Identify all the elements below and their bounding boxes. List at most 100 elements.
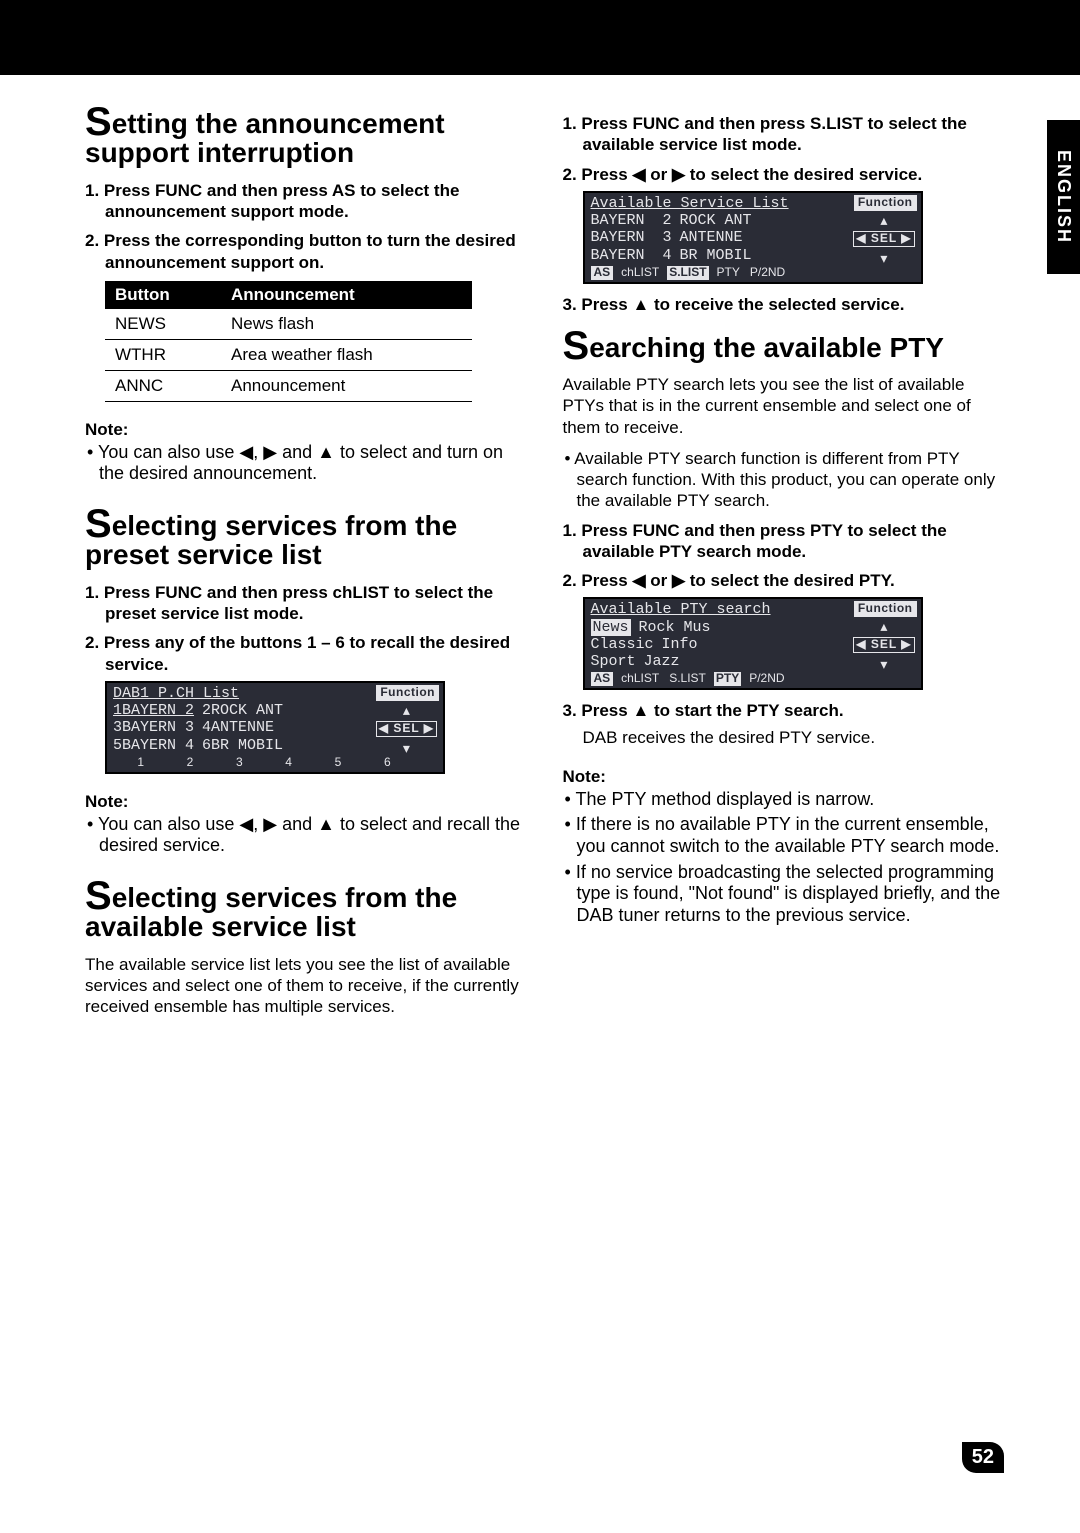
heading-rest: electing services from the available ser… — [85, 882, 457, 942]
lcd-cell: Jazz — [644, 653, 680, 670]
paragraph: The available service list lets you see … — [85, 954, 533, 1018]
lcd-token: S.LIST — [667, 266, 708, 280]
step-body: DAB receives the desired PTY service. — [563, 727, 1011, 748]
lcd-cell: BR MOBIL — [680, 247, 752, 264]
step-text: 2. Press any of the buttons 1 – 6 to rec… — [85, 632, 533, 675]
sel-label: ◀ SEL ▶ — [853, 231, 914, 247]
heading-announcement: Setting the announcement support interru… — [85, 109, 533, 168]
table-header: Announcement — [221, 281, 472, 309]
sel-label: ◀ SEL ▶ — [376, 721, 437, 737]
lcd-cell: 5BAYERN 4 — [113, 737, 194, 754]
down-icon: ▾ — [880, 251, 887, 265]
note-line: If there is no available PTY in the curr… — [577, 814, 1011, 857]
lcd-cell: 4ANTENNE — [202, 719, 274, 736]
lcd-cell: News — [591, 619, 631, 636]
lcd-pch-list: DAB1 P.CH List Function ▴ ◀ SEL ▶ ▾ 1BAY… — [105, 681, 445, 774]
heading-preset: Selecting services from the preset servi… — [85, 511, 533, 570]
heading-rest: earching the available PTY — [589, 332, 944, 363]
lcd-cell: Sport — [591, 653, 636, 670]
step-text: 1. Press FUNC and then press PTY to sele… — [563, 520, 1011, 563]
table-row: NEWS News flash — [105, 309, 472, 340]
lcd-token: P/2ND — [748, 266, 787, 280]
top-black-bar — [0, 0, 1080, 75]
lcd-bottom-bar: AS chLIST S.LIST PTY P/2ND — [591, 266, 917, 280]
lcd-title: Available Service List — [591, 195, 789, 212]
paragraph: Available PTY search lets you see the li… — [563, 374, 1011, 438]
lcd-cell: BAYERN 4 — [591, 247, 672, 264]
step-text: 2. Press ◀ or ▶ to select the desired PT… — [563, 570, 1011, 591]
lcd-side-controls: ▴ ◀ SEL ▶ ▾ — [853, 213, 914, 265]
table-cell: ANNC — [105, 370, 221, 401]
note-heading: Note: — [85, 420, 533, 440]
lcd-cell: ROCK ANT — [680, 212, 752, 229]
lcd-cell: 6BR MOBIL — [202, 737, 283, 754]
page-content: Setting the announcement support interru… — [0, 75, 1080, 1027]
table-cell: Area weather flash — [221, 339, 472, 370]
lcd-side-controls: ▴ ◀ SEL ▶ ▾ — [376, 703, 437, 755]
down-icon: ▾ — [880, 657, 887, 671]
down-icon: ▾ — [403, 741, 410, 755]
lcd-cell: 1BAYERN 2 — [113, 702, 194, 719]
note-heading: Note: — [85, 792, 533, 812]
heading-rest: electing services from the preset servic… — [85, 510, 457, 570]
step-text: 1. Press FUNC and then press chLIST to s… — [85, 582, 533, 625]
page-number: 52 — [962, 1442, 1004, 1473]
lcd-token: chLIST — [619, 266, 661, 280]
table-cell: Announcement — [221, 370, 472, 401]
lcd-side-controls: ▴ ◀ SEL ▶ ▾ — [853, 619, 914, 671]
lcd-bottom-bar: AS chLIST S.LIST PTY P/2ND — [591, 672, 917, 686]
step-text: 1. Press FUNC and then press S.LIST to s… — [563, 113, 1011, 156]
note-line: You can also use ◀, ▶ and ▲ to select an… — [99, 442, 533, 485]
table-header: Button — [105, 281, 221, 309]
table-cell: News flash — [221, 309, 472, 340]
lcd-token: S.LIST — [667, 672, 708, 686]
lcd-pty-search: Available PTY search Function ▴ ◀ SEL ▶ … — [583, 597, 923, 690]
lcd-token: 5 — [333, 756, 344, 770]
lcd-cell: Classic — [591, 636, 654, 653]
lcd-as-box: AS — [591, 672, 614, 686]
heading-pty: Searching the available PTY — [563, 333, 1011, 362]
note-heading: Note: — [563, 767, 1011, 787]
step-text: 3. Press ▲ to receive the selected servi… — [563, 294, 1011, 315]
sel-label: ◀ SEL ▶ — [853, 637, 914, 653]
right-column: 1. Press FUNC and then press S.LIST to s… — [563, 105, 1011, 1027]
announcement-table: Button Announcement NEWS News flash WTHR… — [105, 281, 472, 402]
lcd-cell: BAYERN 2 — [591, 212, 672, 229]
step-text: 1. Press FUNC and then press AS to selec… — [85, 180, 533, 223]
table-row: WTHR Area weather flash — [105, 339, 472, 370]
lcd-function-tag: Function — [376, 685, 439, 701]
up-icon: ▴ — [880, 619, 887, 633]
lcd-cell: Rock Mus — [639, 619, 711, 636]
table-row: ANNC Announcement — [105, 370, 472, 401]
lcd-cell: Info — [662, 636, 698, 653]
lcd-title: Available PTY search — [591, 601, 771, 618]
step-text: 3. Press ▲ to start the PTY search. — [563, 700, 1011, 721]
lcd-bottom-bar: 1 2 3 4 5 6 — [113, 756, 439, 770]
step-text: 2. Press the corresponding button to tur… — [85, 230, 533, 273]
lcd-token: 2 — [185, 756, 196, 770]
lcd-token: P/2ND — [747, 672, 786, 686]
lcd-function-tag: Function — [854, 195, 917, 211]
up-icon: ▴ — [880, 213, 887, 227]
table-cell: NEWS — [105, 309, 221, 340]
left-column: Setting the announcement support interru… — [85, 105, 533, 1027]
lcd-token: 1 — [135, 756, 146, 770]
note-line: You can also use ◀, ▶ and ▲ to select an… — [99, 814, 533, 857]
lcd-token: PTY — [714, 672, 741, 686]
lcd-title: DAB1 P.CH List — [113, 685, 239, 702]
heading-available-service: Selecting services from the available se… — [85, 883, 533, 942]
lcd-service-list: Available Service List Function ▴ ◀ SEL … — [583, 191, 923, 284]
table-cell: WTHR — [105, 339, 221, 370]
lcd-token: 4 — [283, 756, 294, 770]
lcd-token: chLIST — [619, 672, 661, 686]
step-text: 2. Press ◀ or ▶ to select the desired se… — [563, 164, 1011, 185]
lcd-cell: 2ROCK ANT — [202, 702, 283, 719]
lcd-token: 3 — [234, 756, 245, 770]
lcd-token: 6 — [382, 756, 393, 770]
language-tab: ENGLISH — [1047, 120, 1080, 274]
note-line: If no service broadcasting the selected … — [577, 862, 1011, 927]
lcd-cell: BAYERN 3 — [591, 229, 672, 246]
lcd-cell: 3BAYERN 3 — [113, 719, 194, 736]
lcd-function-tag: Function — [854, 601, 917, 617]
lcd-cell: ANTENNE — [680, 229, 743, 246]
